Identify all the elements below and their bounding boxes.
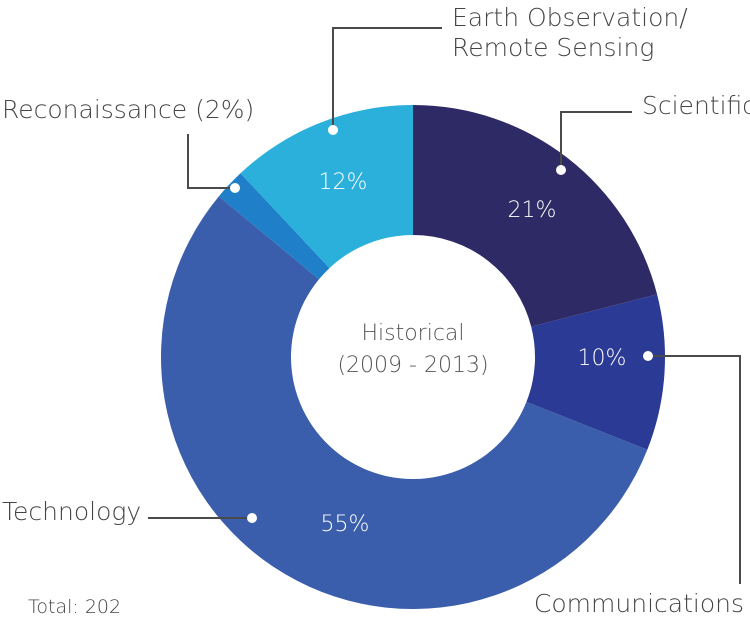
leader-dot-technology <box>247 513 257 523</box>
slices-group <box>161 105 666 610</box>
slice-technology <box>161 196 648 610</box>
label-communications: Communications <box>534 589 744 618</box>
leader-dot-reconaissance <box>230 183 240 193</box>
slice-pct-earth-observation: 12% <box>319 170 368 195</box>
leader-dot-scientific <box>556 165 566 175</box>
slice-communications <box>526 294 666 450</box>
leader-dot-earth-observation <box>328 125 338 135</box>
label-earth-observation-line2: Remote Sensing <box>452 33 654 62</box>
label-scientific: Scientific <box>642 91 750 120</box>
label-technology: Technology <box>2 497 141 526</box>
slice-reconaissance-2 <box>218 173 330 280</box>
leader-line-reconaissance <box>187 134 235 189</box>
leader-dot-communications <box>643 351 653 361</box>
label-reconaissance: Reconaissance (2%) <box>2 95 254 124</box>
leader-line-scientific <box>560 111 632 170</box>
center-label-line2: (2009 - 2013) <box>337 353 488 378</box>
label-earth-observation-line1: Earth Observation/ <box>452 3 688 32</box>
leader-line-earth-observation <box>332 27 442 130</box>
slice-pct-technology: 55% <box>321 512 370 537</box>
total-label: Total: 202 <box>28 596 121 618</box>
slice-pct-communications: 10% <box>578 346 627 371</box>
leader-line-communications <box>648 355 741 584</box>
slice-pct-scientific: 21% <box>508 198 557 223</box>
center-label-line1: Historical <box>361 321 464 346</box>
slice-scientific <box>413 105 658 327</box>
slice-earth-observation-remote-sensing <box>240 105 413 269</box>
